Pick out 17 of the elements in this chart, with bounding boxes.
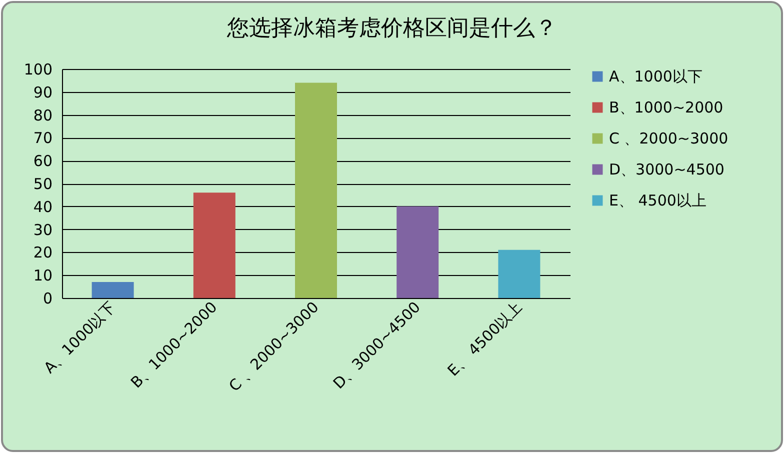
- y-tick-label: 90: [33, 83, 52, 102]
- y-tick-label: 30: [33, 220, 52, 239]
- legend-label: E、 4500以上: [609, 192, 706, 210]
- y-tick-label: 80: [33, 106, 52, 124]
- y-tick-label: 0: [42, 290, 52, 308]
- y-tick-label: 20: [33, 244, 52, 262]
- y-tick-label: 70: [33, 129, 52, 148]
- legend-label: C 、2000~3000: [609, 130, 728, 148]
- chart-title: 您选择冰箱考虑价格区间是什么？: [226, 16, 557, 41]
- y-tick-label: 100: [24, 60, 52, 78]
- y-tick-label: 50: [33, 175, 52, 193]
- y-tick-label: 10: [33, 266, 52, 285]
- legend-label: A、1000以下: [609, 68, 702, 86]
- legend-label: D、3000~4500: [609, 160, 724, 178]
- y-tick-label: 60: [33, 152, 52, 170]
- y-tick-label: 40: [33, 198, 52, 216]
- legend-label: B、1000~2000: [609, 98, 724, 116]
